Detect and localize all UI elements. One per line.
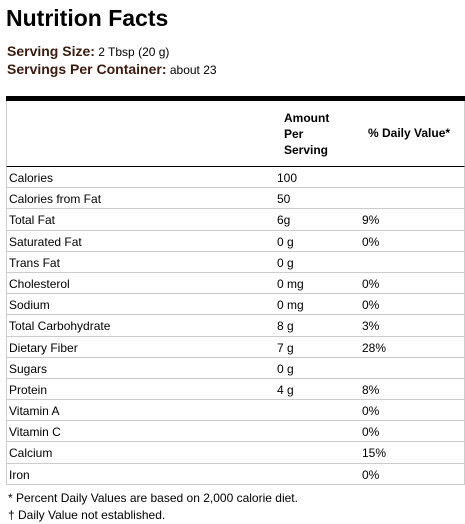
nutrient: Calcium — [9, 446, 53, 461]
column-header: % Daily Value* — [368, 126, 451, 140]
daily-value: 9% — [362, 213, 380, 228]
table-row: Total Carbohydrate 8 g 3% — [7, 315, 464, 337]
amount: 0 g — [277, 361, 294, 376]
nutrient: Protein — [9, 382, 48, 397]
amount: 4 g — [277, 382, 294, 397]
amount: 6g — [277, 213, 291, 228]
amount: 100 — [277, 171, 298, 185]
amount: 0 g — [277, 234, 294, 249]
table-row: Total Fat 6g 9% — [7, 209, 464, 231]
daily-value: 15% — [362, 446, 387, 461]
nutrient: Trans Fat — [9, 255, 60, 270]
footnote: † Daily Value not established. — [8, 508, 166, 522]
nutrient: Saturated Fat — [9, 234, 82, 249]
servings-label: Servings Per Container: — [7, 61, 167, 77]
amount: 0 mg — [277, 276, 304, 291]
table-row: Vitamin C 0% — [7, 421, 464, 443]
footnote: * Percent Daily Values are based on 2,00… — [8, 491, 298, 505]
nutrient: Cholesterol — [9, 276, 70, 291]
table-row: Cholesterol 0 mg 0% — [7, 273, 464, 295]
nutrient: Vitamin A — [9, 404, 60, 419]
table-row: Trans Fat 0 g — [7, 252, 464, 273]
table-row: Calcium 15% — [7, 442, 464, 464]
amount: 7 g — [277, 340, 294, 355]
servings-value: about 23 — [169, 63, 217, 77]
table-header: Amount Per Serving % Daily Value* — [6, 101, 465, 167]
table-row: Iron 0% — [7, 464, 464, 485]
nutrient: Calories — [9, 171, 54, 185]
daily-value: 0% — [362, 425, 380, 440]
table-row: Calories 100 — [7, 167, 464, 189]
table-row: Calories from Fat 50 — [7, 188, 464, 210]
daily-value: 0% — [362, 404, 380, 419]
table-body: Calories 100 Calories from Fat 50 Total Fat 6… — [6, 167, 465, 485]
amount: 0 mg — [277, 298, 304, 313]
daily-value: 28% — [362, 340, 387, 355]
amount: 8 g — [277, 319, 294, 334]
nutrient: Total Fat — [9, 213, 56, 228]
table-row: Vitamin A 0% — [7, 400, 464, 422]
nutrient: Sugars — [9, 361, 48, 376]
daily-value: 0% — [362, 234, 380, 249]
daily-value: 0% — [362, 467, 380, 482]
thick-rule — [6, 96, 465, 101]
nutrient: Iron — [9, 467, 30, 482]
table-row: Saturated Fat 0 g 0% — [7, 231, 464, 252]
column-header: Amount Per Serving — [284, 111, 330, 157]
nutrient: Total Carbohydrate — [9, 319, 111, 334]
serving-size-value: 2 Tbsp (20 g) — [98, 45, 170, 59]
serving-size: Serving Size: 2 Tbsp (20 g) — [7, 43, 169, 59]
daily-value: 0% — [362, 276, 380, 291]
daily-value: 3% — [362, 319, 380, 334]
amount: 0 g — [277, 255, 294, 270]
title: Nutrition Facts — [6, 5, 169, 31]
table-row: Sugars 0 g — [7, 358, 464, 379]
serving-size-label: Serving Size: — [7, 43, 95, 59]
table-row: Protein 4 g 8% — [7, 379, 464, 401]
servings-per-container: Servings Per Container: about 23 — [7, 61, 217, 77]
nutrient: Sodium — [9, 298, 50, 313]
daily-value: 0% — [362, 298, 380, 313]
nutrient: Calories from Fat — [9, 192, 102, 207]
nutrient: Vitamin C — [9, 425, 61, 440]
nutrient: Dietary Fiber — [9, 340, 78, 355]
table-row: Dietary Fiber 7 g 28% — [7, 337, 464, 358]
daily-value: 8% — [362, 382, 380, 397]
amount: 50 — [277, 192, 291, 207]
table-row: Sodium 0 mg 0% — [7, 294, 464, 316]
